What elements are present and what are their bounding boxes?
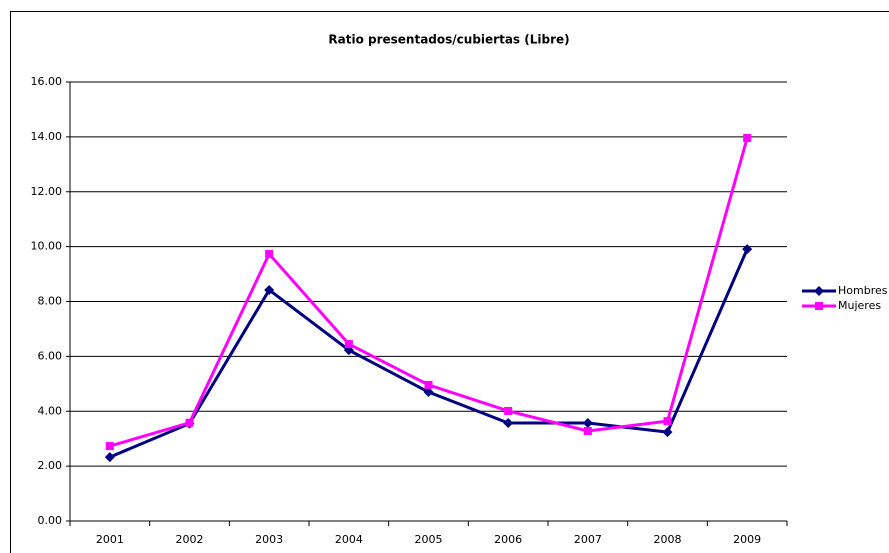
y-tick-label: 14.00: [31, 130, 63, 143]
x-tick-label: 2009: [733, 533, 761, 546]
x-tick-label: 2004: [335, 533, 363, 546]
marker: [583, 427, 592, 436]
x-tick-label: 2006: [494, 533, 522, 546]
y-tick-label: 2.00: [38, 459, 63, 472]
x-tick-label: 2002: [176, 533, 204, 546]
marker: [265, 250, 274, 259]
y-tick-label: 16.00: [31, 75, 63, 88]
y-tick-label: 10.00: [31, 240, 63, 253]
marker: [503, 418, 514, 429]
legend-label: Mujeres: [838, 299, 881, 312]
marker: [504, 406, 513, 415]
marker: [815, 302, 823, 310]
marker: [423, 387, 434, 398]
marker: [104, 452, 115, 463]
y-tick-label: 0.00: [38, 514, 63, 527]
marker: [663, 417, 672, 426]
y-tick-label: 4.00: [38, 404, 63, 417]
chart-title: Ratio presentados/cubiertas (Libre): [328, 33, 569, 47]
legend-label: Hombres: [838, 284, 888, 297]
x-tick-label: 2008: [654, 533, 682, 546]
chart-border: [10, 11, 889, 553]
marker: [264, 284, 275, 295]
marker: [424, 380, 433, 389]
marker: [105, 442, 114, 451]
marker: [185, 418, 194, 427]
marker: [344, 340, 353, 349]
x-tick-label: 2005: [415, 533, 443, 546]
y-tick-label: 8.00: [38, 295, 63, 308]
marker: [582, 418, 593, 429]
x-tick-label: 2007: [574, 533, 602, 546]
marker: [742, 244, 753, 255]
y-tick-label: 6.00: [38, 349, 63, 362]
marker: [814, 286, 824, 296]
marker: [743, 133, 752, 142]
marker: [662, 427, 673, 438]
y-tick-label: 12.00: [31, 185, 63, 198]
x-tick-label: 2001: [96, 533, 124, 546]
x-tick-label: 2003: [255, 533, 283, 546]
